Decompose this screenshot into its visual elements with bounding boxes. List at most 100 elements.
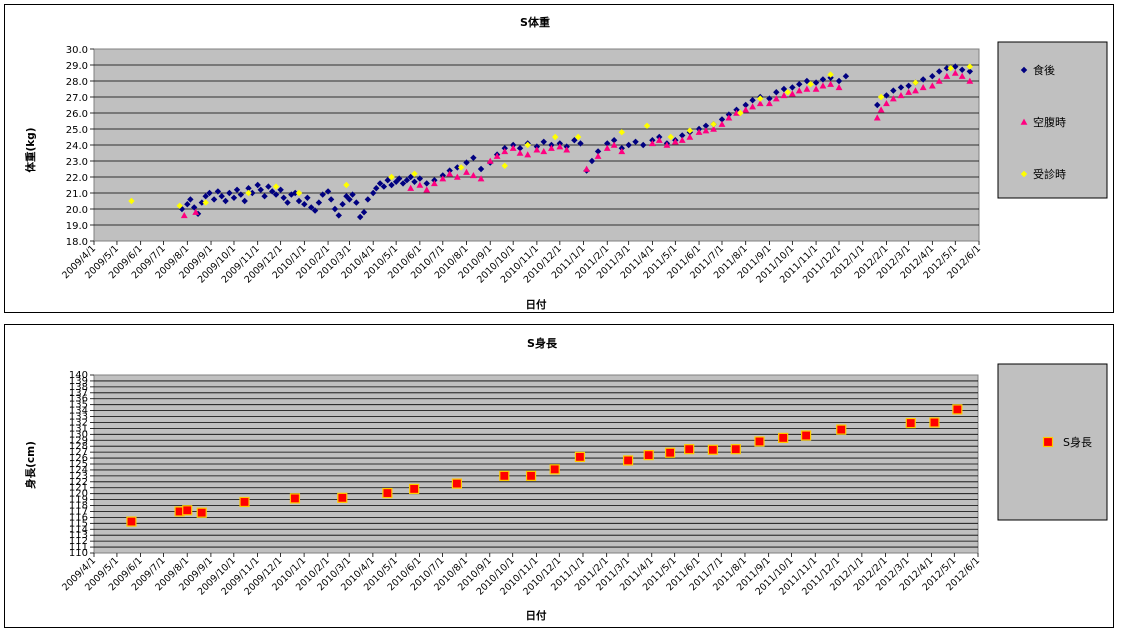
data-point (773, 89, 780, 96)
data-point (912, 87, 919, 94)
data-point (632, 138, 639, 145)
gridlines (90, 48, 980, 245)
data-point (239, 496, 250, 508)
data-point (509, 144, 517, 151)
data-point (803, 77, 811, 85)
legend-item-height: S身長 (1042, 435, 1092, 449)
data-point (733, 109, 740, 116)
data-point (423, 186, 431, 193)
data-point (835, 77, 843, 85)
data-point (796, 81, 803, 88)
data-point (411, 170, 418, 177)
weight-chart-panel: S体重 18.0 19.0 20.0 21.0 22.0 23.0 24.0 25.0 26.0… (4, 4, 1114, 313)
y-tick-label: 123 (69, 471, 88, 482)
data-point (218, 193, 225, 200)
data-point (407, 184, 415, 191)
legend-marker (1020, 118, 1028, 125)
legend-item-fasting: 空腹時 (1020, 115, 1066, 129)
data-points (126, 404, 963, 527)
y-tick-label: 119 (69, 495, 88, 506)
data-point (718, 120, 726, 127)
data-point (756, 100, 764, 107)
data-point (757, 95, 764, 102)
data-point (789, 84, 796, 91)
data-points (128, 63, 974, 221)
data-point (919, 84, 927, 91)
data-point (877, 93, 885, 101)
data-point (308, 204, 315, 211)
data-point (889, 95, 897, 102)
data-point (610, 141, 618, 148)
data-point (640, 141, 647, 149)
data-point (795, 87, 803, 94)
data-point (966, 63, 974, 70)
y-tick-label: 140 (69, 370, 88, 381)
data-point (364, 196, 372, 203)
data-point (679, 132, 686, 139)
data-point (552, 133, 559, 141)
data-point (952, 404, 963, 415)
data-point (686, 133, 694, 140)
data-point (353, 199, 360, 206)
data-point (311, 207, 319, 214)
data-point (905, 417, 916, 429)
y-tick-label: 139 (69, 376, 88, 387)
weight-chart: S体重 18.0 19.0 20.0 21.0 22.0 23.0 24.0 25.0 26.0… (24, 15, 1108, 311)
data-point (766, 95, 773, 102)
data-point (549, 464, 560, 475)
data-point (603, 144, 611, 151)
y-tick-label: 112 (69, 536, 88, 547)
data-point (324, 188, 332, 195)
data-point (928, 82, 936, 89)
data-point (416, 181, 424, 188)
data-point (819, 82, 827, 89)
y-tick-label: 115 (69, 518, 88, 529)
data-point (784, 89, 791, 96)
data-point (772, 95, 780, 102)
y-tick-label: 121 (69, 483, 88, 494)
data-point (226, 189, 233, 197)
data-point (331, 205, 339, 213)
data-point (126, 516, 137, 527)
y-tick-label: 135 (69, 400, 88, 411)
data-point (574, 133, 582, 141)
data-point (196, 507, 207, 518)
data-point (257, 186, 264, 193)
y-tick-label: 27.0 (66, 93, 88, 104)
data-point (525, 470, 537, 481)
data-point (284, 199, 291, 206)
data-point (836, 424, 847, 435)
data-point (718, 116, 726, 123)
data-point (594, 148, 602, 155)
y-tick-label: 30.0 (66, 45, 88, 56)
data-point (451, 478, 463, 489)
legend-item-after-meal: 食後 (1020, 63, 1055, 77)
y-tick-label: 127 (69, 447, 88, 458)
data-point (384, 177, 391, 184)
data-point (457, 164, 465, 171)
data-point (780, 92, 788, 99)
data-point (533, 146, 541, 153)
data-point (742, 106, 750, 113)
data-point (403, 177, 411, 184)
y-tick-label: 126 (69, 453, 88, 464)
data-point (548, 144, 555, 151)
data-point (337, 492, 348, 503)
data-point (178, 205, 186, 213)
y-tick-label: 131 (69, 423, 88, 434)
data-point (430, 180, 438, 187)
y-tick-label: 25.0 (66, 125, 88, 136)
data-point (778, 432, 789, 443)
legend-box (997, 41, 1108, 199)
data-point (184, 201, 191, 208)
data-point (187, 196, 194, 203)
data-point (399, 180, 407, 187)
data-point (349, 191, 356, 198)
data-point (678, 136, 686, 143)
data-point (180, 212, 188, 219)
data-point (835, 84, 843, 91)
y-tick-labels: 1101111121131141151161171181191201211221… (69, 370, 88, 559)
data-point (919, 76, 927, 83)
data-point (335, 212, 342, 219)
data-point (254, 181, 261, 189)
